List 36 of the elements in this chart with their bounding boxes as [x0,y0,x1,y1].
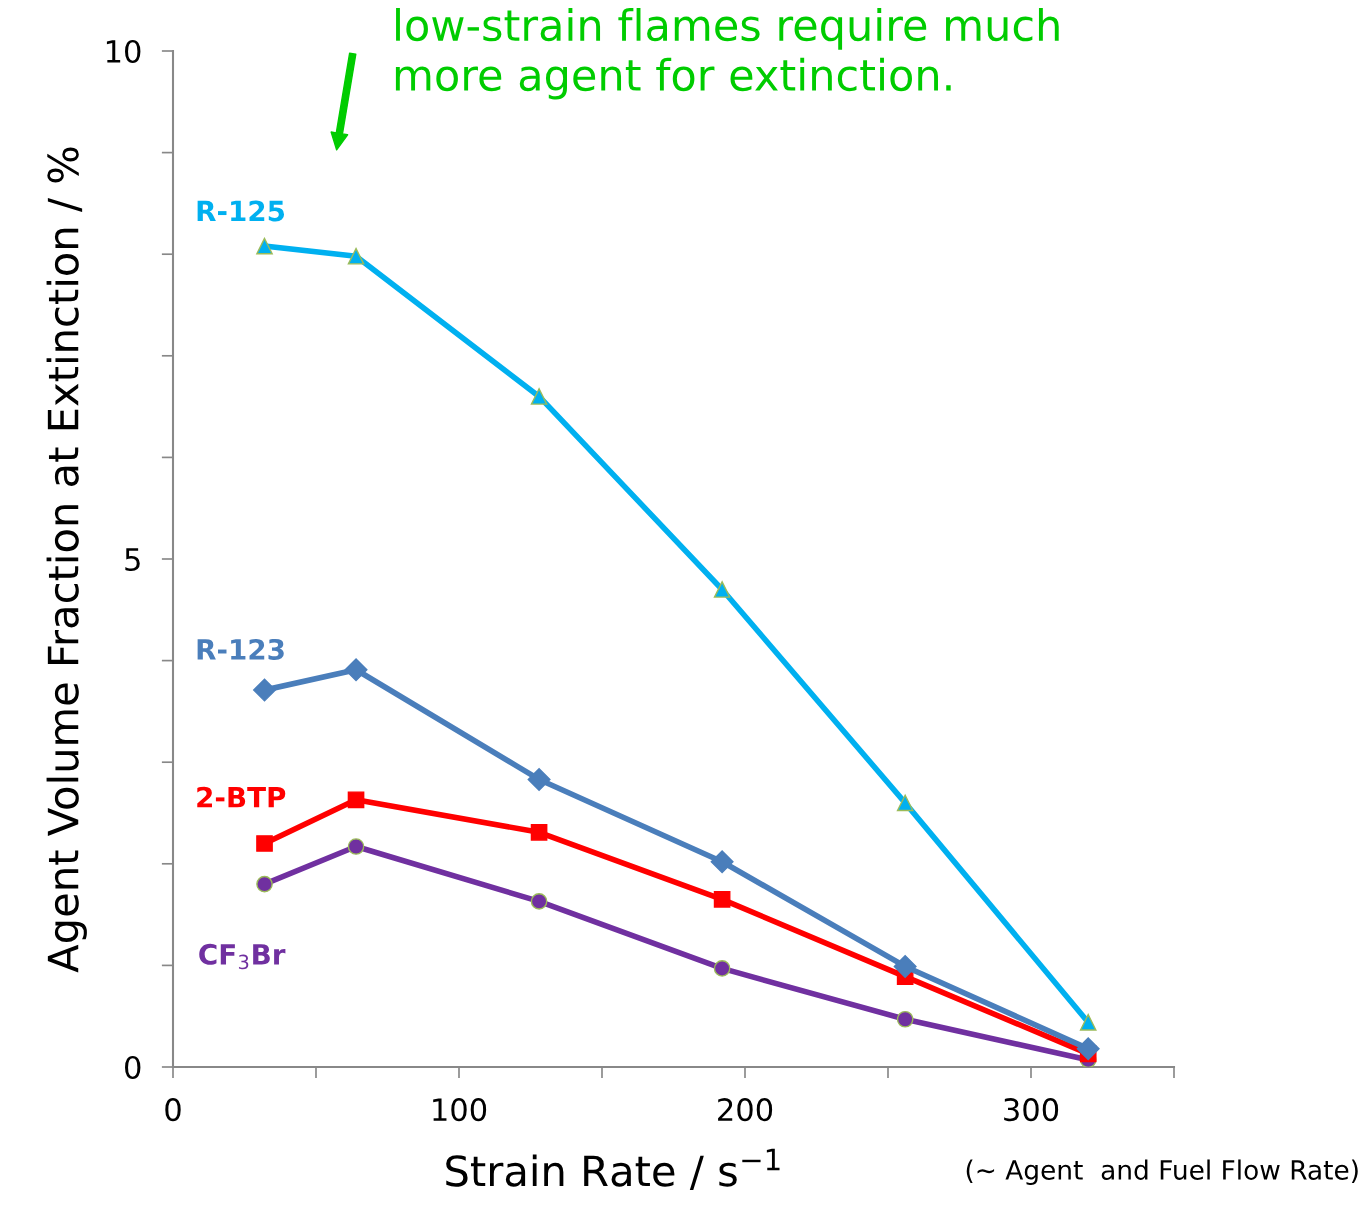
point [896,794,914,812]
annotation: low-strain flames require much more agent for extinction. [395,8,1059,100]
text: (~ Agent and Fuel Flow Rate) [966,1159,1358,1185]
y-tick-label: 0 [125,1055,141,1080]
series-label: R-125 [197,200,285,222]
point [896,1010,914,1028]
y-axis-title: Agent Volume Fraction at Extinction / % [46,147,87,973]
point [256,875,273,893]
x-axis-title: Strain Rate / s$^{−1}$ [446,1148,780,1190]
text: CF$_{3}$Br [199,943,286,970]
point [713,581,731,598]
x-tick-label: 300 [1004,1098,1059,1122]
point [347,838,365,855]
y-tick-label: 5 [125,548,140,572]
point [344,658,368,682]
point [347,791,365,809]
point [256,237,273,255]
point [713,891,731,908]
point [530,388,548,405]
point [530,893,548,910]
point [713,960,731,977]
point [1079,1013,1097,1031]
point [1076,1037,1100,1061]
x-tick-label: 200 [718,1098,773,1122]
point [253,678,277,702]
y-tick-label: 10 [106,39,141,64]
point [256,835,273,852]
x-tick-label: 100 [433,1098,487,1122]
point [530,823,548,841]
x-tick-label: 0 [165,1098,181,1122]
series-label: 2-BTP [197,786,286,808]
point [710,850,734,874]
series-label: R-123 [197,638,284,660]
point [893,954,917,978]
point [347,247,365,265]
point [527,767,551,791]
